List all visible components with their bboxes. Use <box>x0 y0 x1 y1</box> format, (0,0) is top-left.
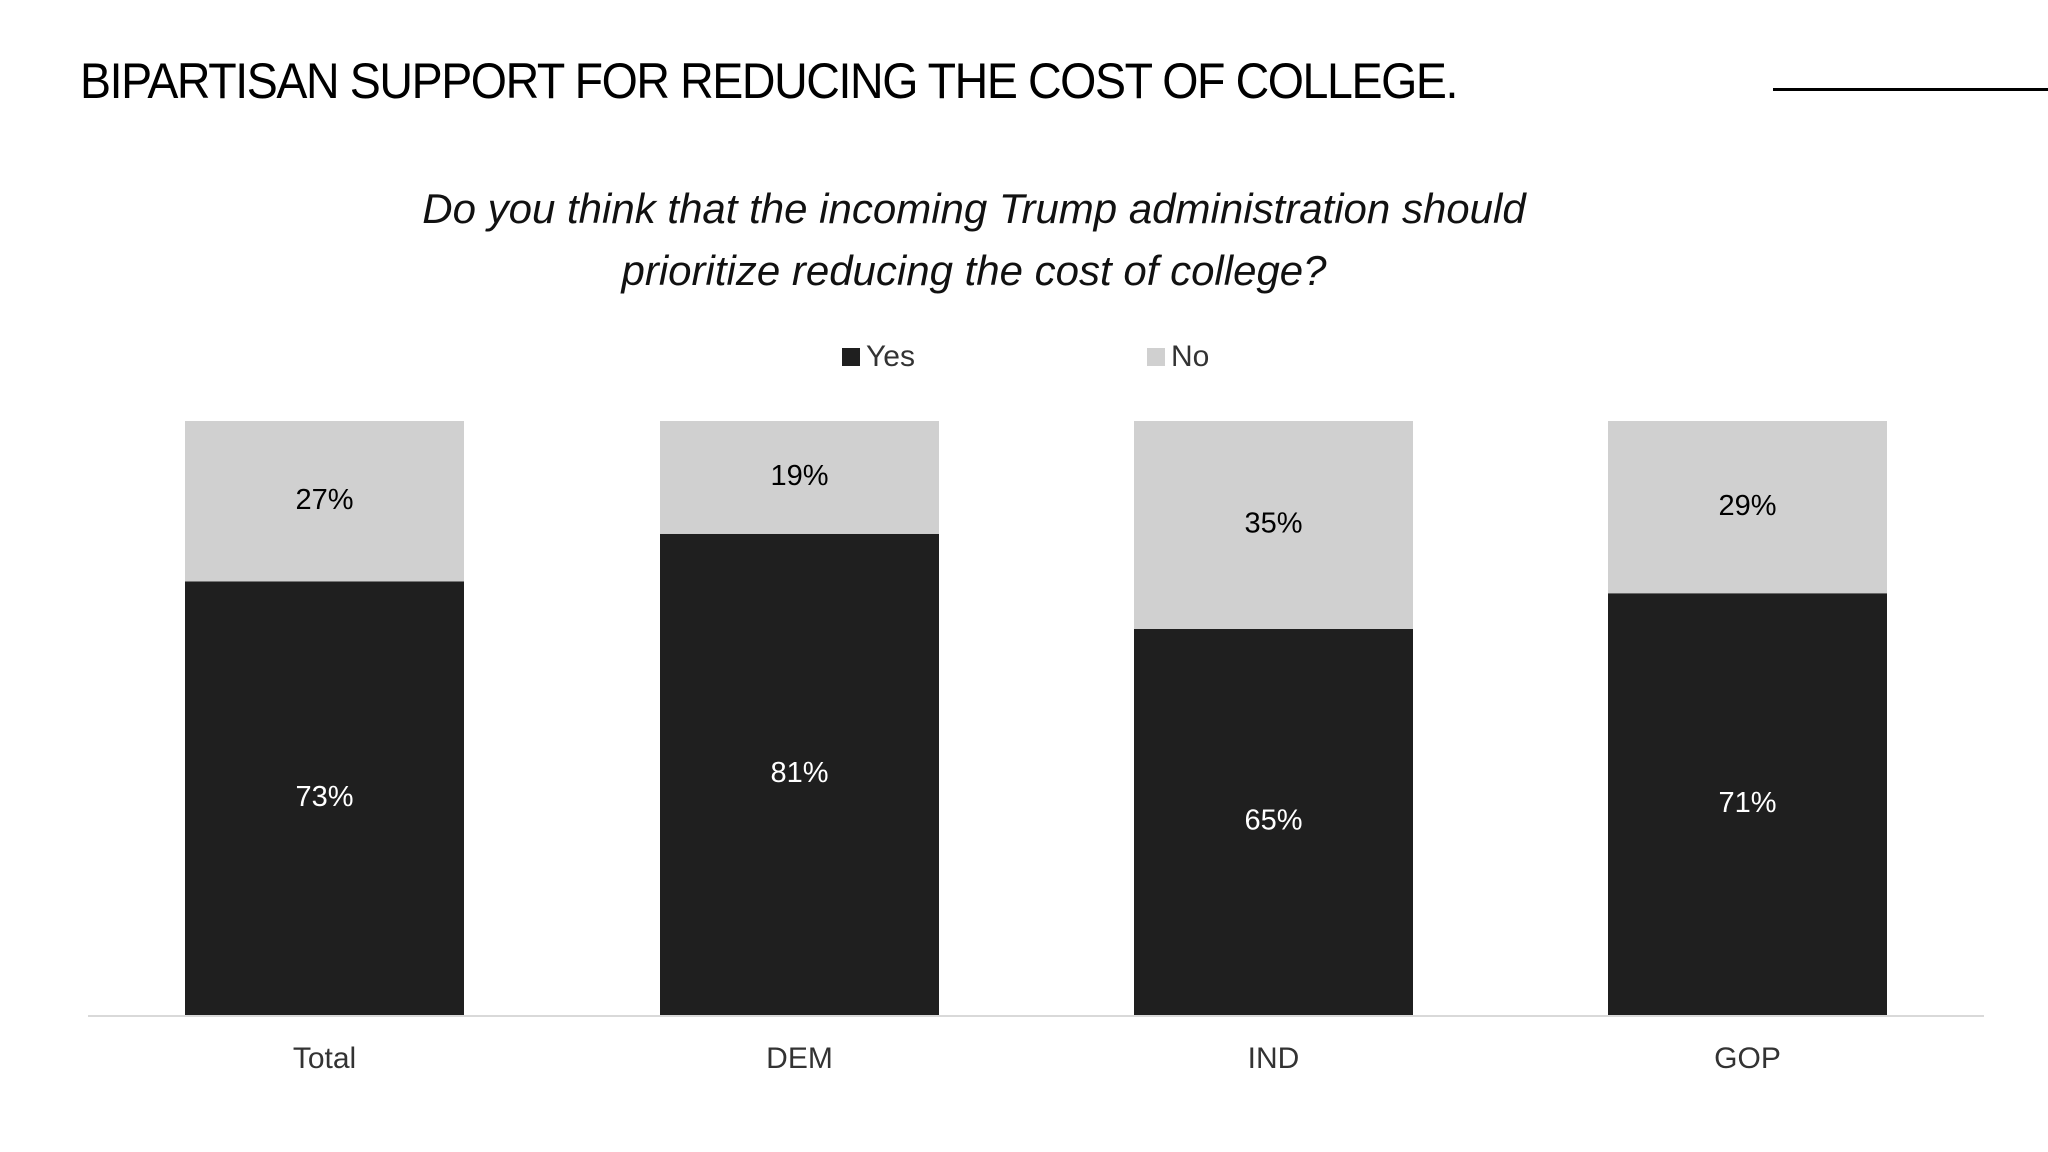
data-label: 71% <box>1718 787 1776 819</box>
slide-title: BIPARTISAN SUPPORT FOR REDUCING THE COST… <box>80 53 1458 109</box>
bar-yes-ind <box>1134 628 1413 1015</box>
data-label: 27% <box>295 484 353 516</box>
data-label: 19% <box>770 460 828 492</box>
legend-label-yes: Yes <box>866 340 915 373</box>
legend-label-no: No <box>1171 340 1210 373</box>
subtitle-line-1: Do you think that the incoming Trump adm… <box>422 185 1526 232</box>
bar-no-dem <box>660 421 939 534</box>
category-label: Total <box>293 1042 356 1075</box>
legend: Yes No <box>0 340 2048 380</box>
data-label: 35% <box>1244 508 1302 540</box>
data-label: 73% <box>295 781 353 813</box>
data-label: 81% <box>770 757 828 789</box>
bar-no-ind <box>1134 421 1413 629</box>
title-rule <box>1773 88 2048 91</box>
legend-item-no: No <box>1147 340 1209 374</box>
subtitle-line-2: prioritize reducing the cost of college? <box>621 247 1327 294</box>
category-label: DEM <box>766 1042 833 1075</box>
data-label: 65% <box>1244 805 1302 837</box>
data-label: 29% <box>1718 490 1776 522</box>
bar-yes-dem <box>660 533 939 1015</box>
legend-swatch-yes <box>842 348 860 366</box>
chart-subtitle: Do you think that the incoming Trump adm… <box>274 178 1674 302</box>
bar-no-gop <box>1608 421 1887 594</box>
category-label: GOP <box>1714 1042 1781 1075</box>
legend-swatch-no <box>1147 348 1165 366</box>
bar-yes-gop <box>1608 593 1887 1015</box>
bar-no-total <box>185 421 464 582</box>
legend-item-yes: Yes <box>842 340 915 374</box>
category-label: IND <box>1248 1042 1300 1075</box>
bar-yes-total <box>185 581 464 1015</box>
